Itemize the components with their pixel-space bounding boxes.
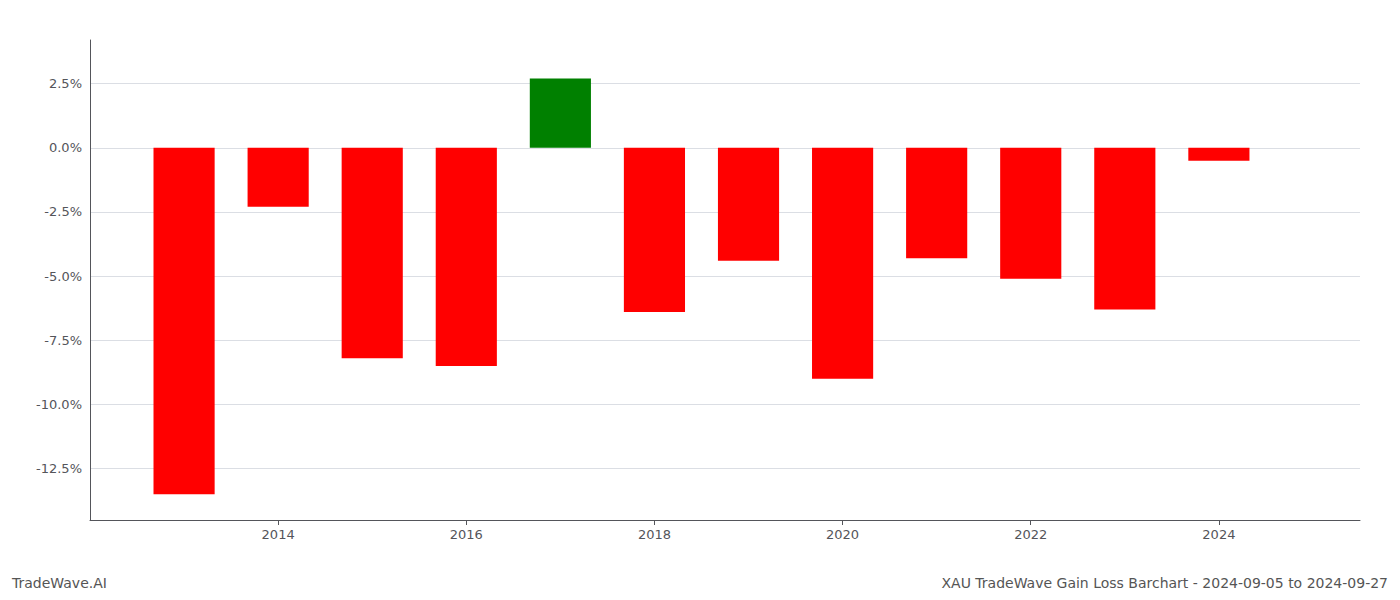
svg-text:2014: 2014 <box>262 527 295 542</box>
svg-text:2020: 2020 <box>826 527 859 542</box>
svg-text:-5.0%: -5.0% <box>44 269 82 284</box>
svg-text:0.0%: 0.0% <box>49 140 82 155</box>
svg-text:-2.5%: -2.5% <box>44 204 82 219</box>
svg-text:2.5%: 2.5% <box>49 76 82 91</box>
svg-text:XAU TradeWave Gain Loss Barcha: XAU TradeWave Gain Loss Barchart - 2024-… <box>941 575 1388 591</box>
svg-text:2024: 2024 <box>1202 527 1235 542</box>
svg-text:2016: 2016 <box>450 527 483 542</box>
svg-text:-7.5%: -7.5% <box>44 333 82 348</box>
svg-text:2022: 2022 <box>1014 527 1047 542</box>
svg-text:-10.0%: -10.0% <box>36 397 82 412</box>
svg-text:-12.5%: -12.5% <box>36 461 82 476</box>
svg-text:2018: 2018 <box>638 527 671 542</box>
svg-text:TradeWave.AI: TradeWave.AI <box>11 575 107 591</box>
